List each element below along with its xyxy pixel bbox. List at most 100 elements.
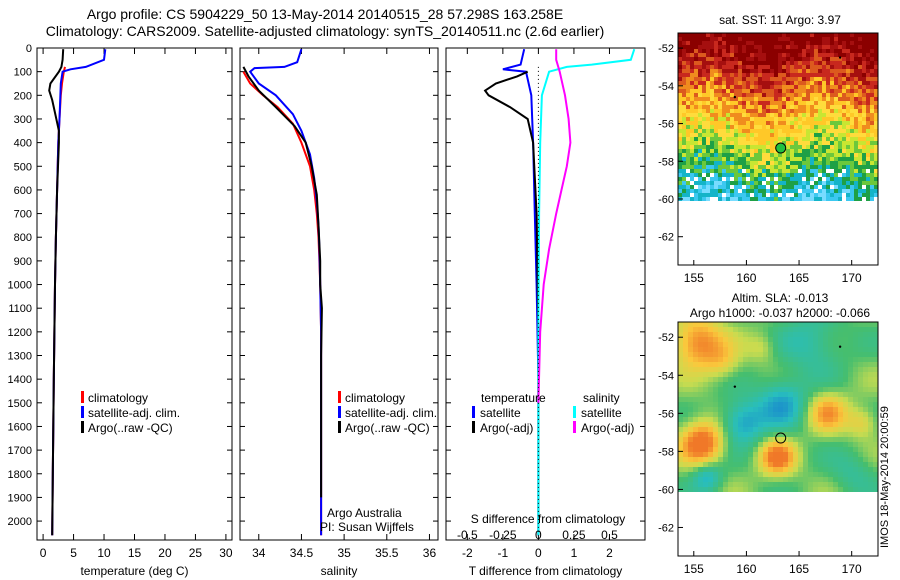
sla-map-xtick-label: 170: [842, 562, 862, 576]
sst-map-xtick-label: 165: [789, 271, 809, 285]
salinity-profile-xtick-label: 34: [252, 546, 266, 560]
sst-map-ytick-label: -62: [658, 232, 674, 244]
depth-tick-label: 1100: [8, 303, 32, 315]
temperature-profile-xtick-label: 10: [97, 546, 111, 560]
depth-tick-label: 1500: [8, 398, 32, 410]
depth-tick-label: 300: [14, 114, 32, 126]
difference-from-climatology-xtick-label: -1: [498, 546, 509, 560]
salinity-profile-series-1: [248, 48, 323, 536]
salinity-diff-tick-label: 0.5: [601, 528, 618, 542]
sst-map-xtick-label: 170: [842, 271, 862, 285]
sla-map-ytick-label: -60: [658, 484, 674, 496]
temperature-profile-xtick-label: 15: [128, 546, 142, 560]
salinity-legend-swatch: [338, 406, 341, 418]
salinity-legend-label: Argo(..raw -QC): [345, 421, 430, 435]
difference-from-climatology-xtick-label: 0: [535, 546, 542, 560]
depth-tick-label: 0: [26, 43, 32, 55]
chart-title-line2: Climatology: CARS2009. Satellite-adjuste…: [45, 23, 605, 39]
salinity-legend-label: satellite-adj. clim.: [345, 406, 437, 420]
sst-map-ytick-label: -60: [658, 194, 674, 206]
depth-tick-label: 1200: [8, 327, 32, 339]
diff-legend-label: Argo(-adj): [480, 421, 533, 435]
difference-from-climatology-xtick-label: 2: [606, 546, 613, 560]
sla-map-ytick-label: -58: [658, 446, 674, 458]
salinity-profile-xtick-label: 35.5: [375, 546, 399, 560]
temperature-profile-xtick-label: 5: [70, 546, 77, 560]
sst-map-field: [678, 33, 878, 201]
temperature-profile-series-1: [51, 49, 107, 536]
sst-map-xtick-label: 155: [684, 271, 704, 285]
depth-tick-label: 1300: [8, 351, 32, 363]
sst-map-title: sat. SST: 11 Argo: 3.97: [719, 13, 841, 27]
salinity-legend-label: climatology: [345, 391, 405, 405]
sla-map-ytick-label: -54: [658, 370, 674, 382]
depth-tick-label: 400: [14, 138, 32, 150]
diff-legend-swatch: [472, 406, 475, 418]
sla-map-xtick-label: 160: [736, 562, 756, 576]
sal-legend-title: salinity: [583, 391, 620, 405]
sla-map-xtick-label: 155: [684, 562, 704, 576]
depth-tick-label: 200: [14, 90, 32, 102]
diff-legend-label: satellite: [480, 406, 521, 420]
sla-map-title-line1: Altim. SLA: -0.013: [731, 291, 829, 305]
sst-map-island-dot: [733, 95, 737, 99]
depth-tick-label: 1900: [8, 492, 32, 504]
salinity-profile-xlabel: salinity: [321, 564, 358, 578]
temperature-legend-swatch: [81, 391, 84, 403]
sla-map-argo-marker: [775, 432, 787, 444]
sla-map-island-dot: [838, 345, 842, 348]
salinity-profile-xtick-label: 35: [337, 546, 351, 560]
difference-from-climatology-xlabel: T difference from climatology: [469, 564, 623, 578]
timestamp-stamp: IMOS 18-May-2014 20:00:59: [879, 406, 891, 548]
depth-tick-label: 1700: [8, 445, 32, 457]
sst-map-frame: [677, 32, 879, 266]
temperature-legend-label: satellite-adj. clim.: [88, 406, 180, 420]
difference-from-climatology-xtick-label: 1: [571, 546, 578, 560]
annotation-argo-australia: Argo Australia: [327, 506, 402, 520]
temperature-profile-xlabel: temperature (deg C): [80, 564, 188, 578]
salinity-diff-tick-label: 0.25: [562, 528, 586, 542]
sst-map-ytick-label: -52: [658, 43, 674, 55]
diff-legend-label: Argo(-adj): [581, 421, 634, 435]
diff-legend-swatch: [573, 406, 576, 418]
depth-tick-label: 500: [14, 161, 32, 173]
salinity-profile-xtick-label: 34.5: [290, 546, 314, 560]
sla-map-field: [678, 322, 878, 492]
salinity-diff-tick-label: -0.25: [489, 528, 517, 542]
sla-map-ytick-label: -52: [658, 332, 674, 344]
depth-tick-label: 700: [14, 209, 32, 221]
diff-legend-label: satellite: [581, 406, 622, 420]
temperature-profile-series-2: [48, 49, 65, 536]
temperature-profile-xtick-label: 30: [219, 546, 233, 560]
difference-from-climatology-series-0: [502, 48, 540, 536]
salinity-profile-series-0: [242, 71, 323, 536]
difference-from-climatology-series-3: [537, 49, 572, 403]
sla-map-island-dot: [733, 385, 737, 388]
sla-map-ytick-label: -62: [658, 522, 674, 534]
salinity-profile-xtick-label: 36: [423, 546, 437, 560]
diff-legend-swatch: [472, 421, 475, 433]
depth-tick-label: 1000: [8, 280, 32, 292]
depth-tick-label: 800: [14, 232, 32, 244]
sst-map-ytick-label: -56: [658, 119, 674, 131]
temperature-profile-xtick-label: 25: [189, 546, 203, 560]
salinity-diff-xlabel: S difference from climatology: [471, 512, 626, 526]
salinity-profile-series-2: [242, 66, 323, 498]
temp-legend-title: temperature: [481, 391, 546, 405]
sst-map-ytick-label: -58: [658, 156, 674, 168]
sla-map-xtick-label: 165: [789, 562, 809, 576]
difference-from-climatology-series-1: [483, 70, 540, 536]
salinity-profile-frame: [239, 47, 439, 541]
sst-map-island-dot: [838, 56, 842, 59]
temperature-legend-label: climatology: [88, 391, 148, 405]
salinity-diff-tick-label: -0.5: [457, 528, 478, 542]
salinity-legend-swatch: [338, 421, 341, 433]
annotation-pi: PI: Susan Wijffels: [320, 520, 414, 534]
depth-tick-label: 2000: [8, 516, 32, 528]
sla-map-ytick-label: -56: [658, 408, 674, 420]
depth-tick-label: 600: [14, 185, 32, 197]
difference-from-climatology-frame: [445, 47, 646, 541]
depth-tick-label: 900: [14, 256, 32, 268]
sst-map-argo-marker: [775, 142, 787, 154]
